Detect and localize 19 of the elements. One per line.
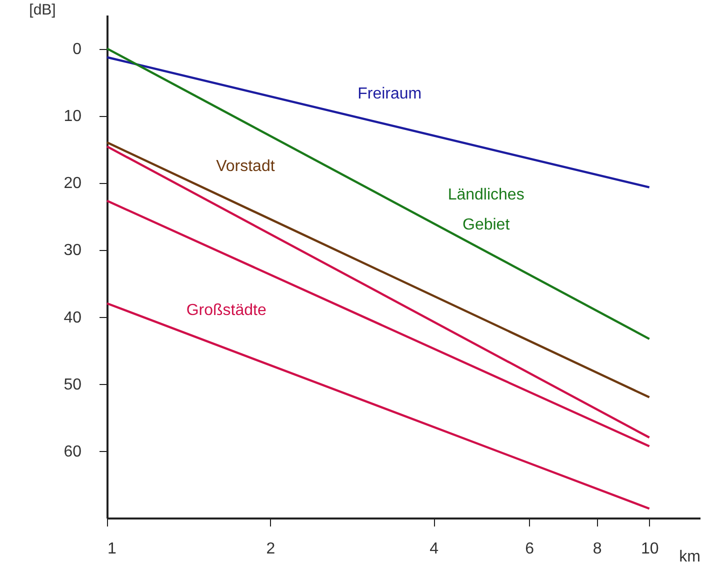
y-tick-label: 40 <box>64 309 82 326</box>
y-tick-label: 0 <box>72 41 82 58</box>
series-label: Vorstadt <box>216 158 276 175</box>
y-tick-label: 10 <box>64 108 82 126</box>
x-axis-title: km <box>679 548 700 566</box>
x-tick-label: 4 <box>430 540 439 558</box>
y-tick-label: 60 <box>64 443 82 460</box>
y-axis-title: [dB] <box>29 2 56 18</box>
y-tick-label: 50 <box>64 376 82 394</box>
series-label: Ländliches Gebiet <box>448 186 524 234</box>
y-tick-label: 20 <box>64 175 82 192</box>
x-tick-label: 1 <box>108 540 116 558</box>
x-tick-label: 6 <box>525 540 534 558</box>
series-label: Freiraum <box>358 85 422 102</box>
x-tick-label: 8 <box>592 540 602 558</box>
x-tick-label: 10 <box>640 540 659 558</box>
y-tick-label: 30 <box>64 242 82 260</box>
text: Großstädte <box>186 302 266 320</box>
x-tick-label: 2 <box>266 540 276 558</box>
